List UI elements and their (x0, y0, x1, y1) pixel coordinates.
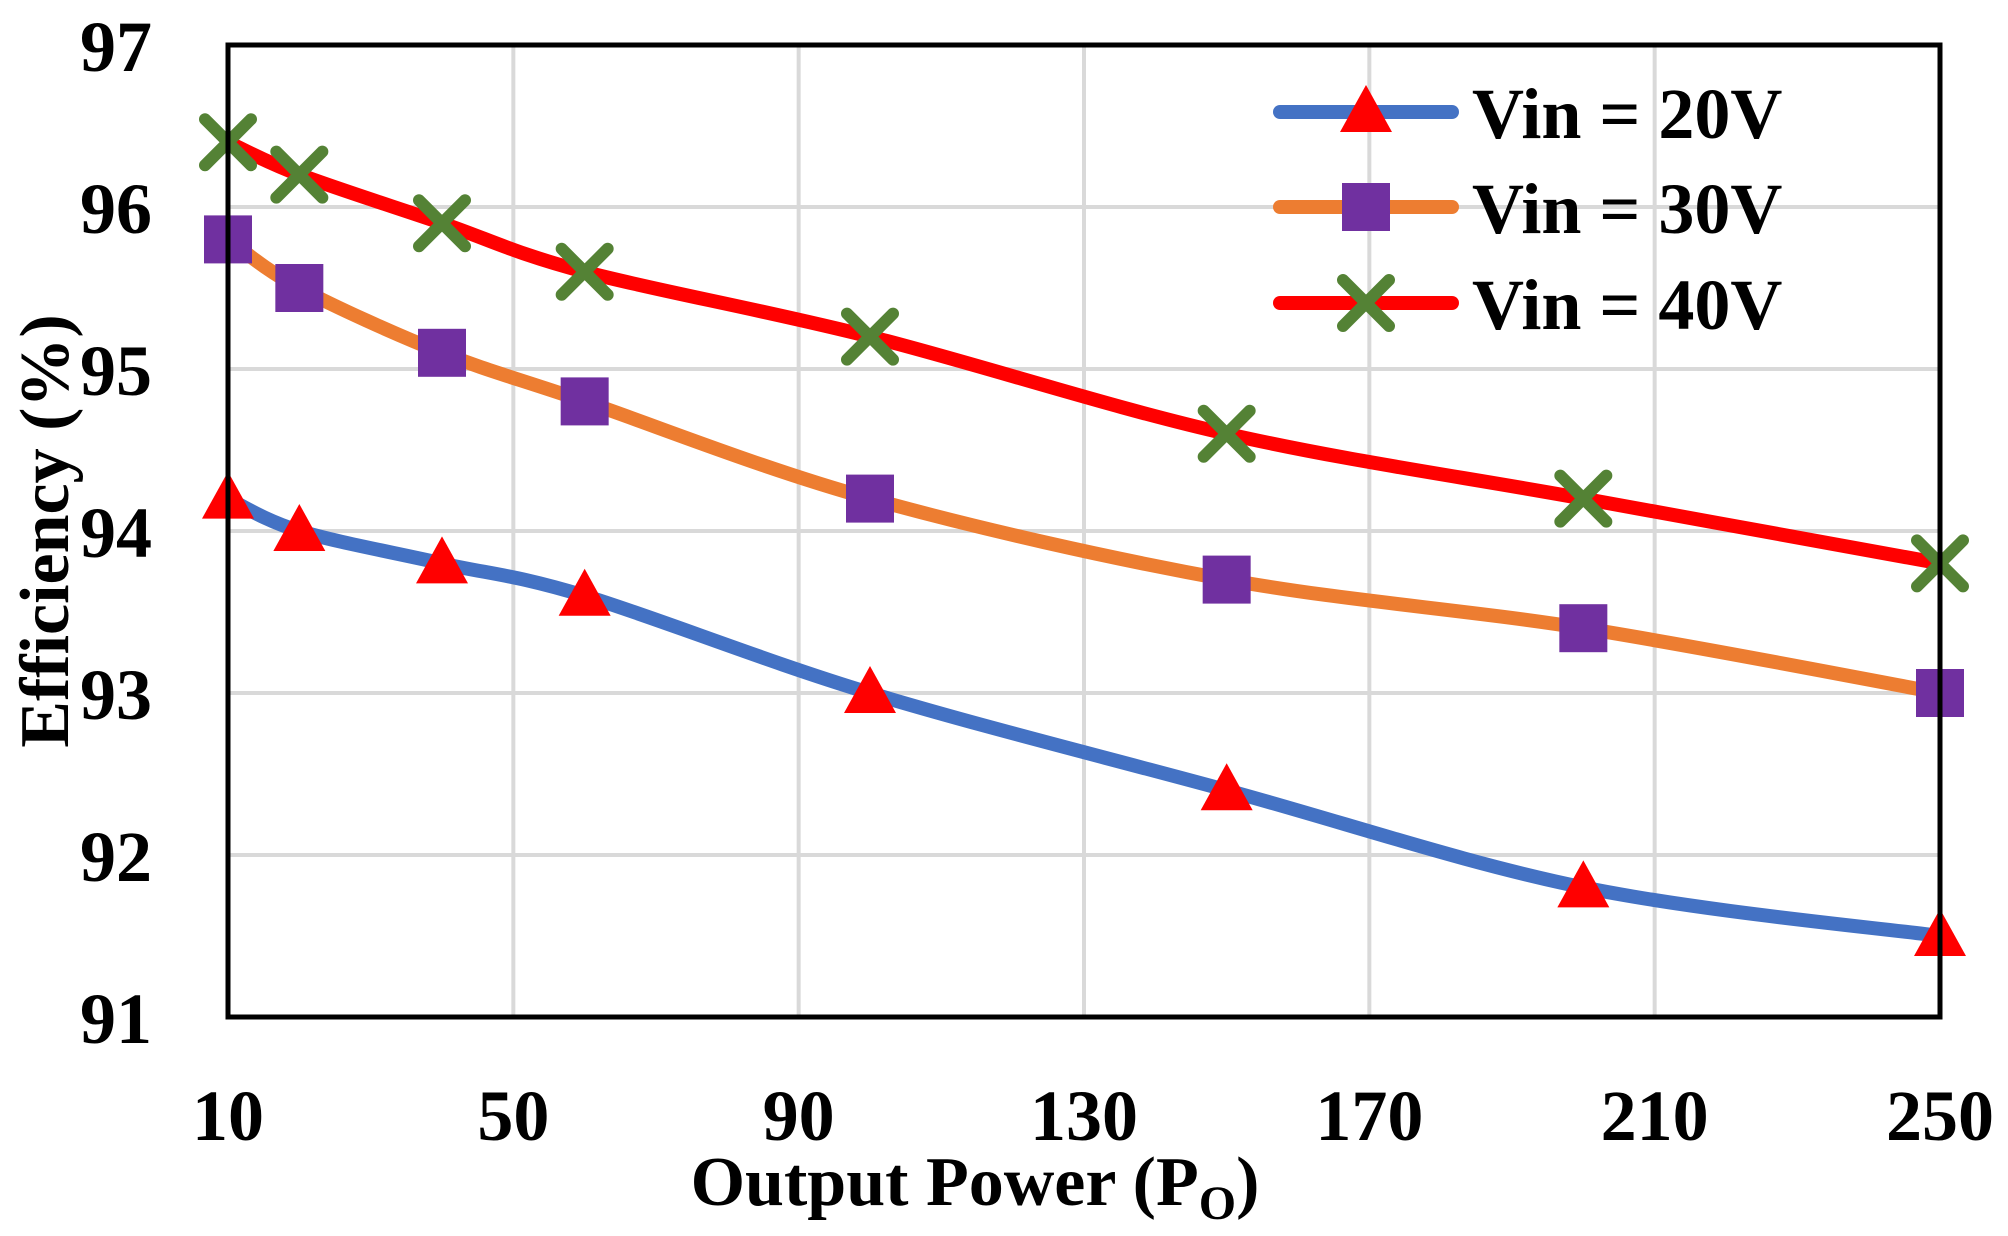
legend-marker-1 (1340, 85, 1392, 132)
series-2-point-3 (418, 328, 466, 377)
series-2-point-7 (1559, 604, 1608, 653)
series-3-point-6 (1197, 404, 1256, 463)
y-tick-label: 94 (80, 493, 152, 573)
series-2-point-2 (275, 264, 324, 312)
series-2-point-4 (560, 377, 609, 426)
series-3-point-7 (1554, 469, 1613, 528)
y-tick-label: 91 (80, 979, 152, 1059)
tick-labels: 10 50 90 130 170 210 250 91 92 93 94 95 96 97 (80, 7, 1994, 1156)
y-tick-label: 97 (80, 7, 152, 87)
series-3-point-5 (841, 307, 899, 366)
x-tick-label: 90 (763, 1076, 835, 1156)
plot-area-frame (225, 42, 1943, 1020)
series-2-point-5 (846, 474, 894, 523)
series-2-point-6 (1202, 555, 1251, 604)
legend: Vin = 20V Vin = 30V Vin = 40V (1273, 74, 1782, 345)
y-tick-label: 92 (80, 817, 152, 897)
x-axis-title: Output Power (PO) (691, 1144, 1260, 1230)
y-axis-title: Efficiency (%) (7, 314, 84, 747)
x-tick-label: 170 (1315, 1076, 1423, 1156)
x-tick-label: 130 (1030, 1076, 1138, 1156)
legend-label-3: Vin = 40V (1472, 265, 1782, 345)
y-tick-label: 93 (80, 655, 152, 735)
x-tick-label: 50 (477, 1076, 549, 1156)
x-tick-label: 210 (1601, 1076, 1709, 1156)
legend-label-2: Vin = 30V (1472, 169, 1782, 249)
y-tick-label: 96 (80, 169, 152, 249)
legend-marker-3 (1337, 274, 1395, 332)
series-3-point-2 (270, 145, 329, 204)
series-3-point-3 (413, 194, 471, 253)
legend-label-1: Vin = 20V (1472, 74, 1782, 154)
series-1-point-4 (558, 568, 611, 616)
series-3-point-4 (555, 242, 614, 301)
series-1-point-7 (1557, 860, 1610, 908)
grid-lines (228, 45, 1940, 1017)
y-tick-label: 95 (80, 331, 152, 411)
series-1-point-6 (1200, 763, 1253, 811)
x-tick-label: 10 (192, 1076, 264, 1156)
series-1-point-5 (844, 666, 896, 713)
series-1-point-3 (416, 536, 468, 584)
legend-marker-2 (1342, 183, 1390, 231)
series-1-point-2 (273, 504, 326, 551)
x-tick-label: 250 (1886, 1076, 1994, 1156)
